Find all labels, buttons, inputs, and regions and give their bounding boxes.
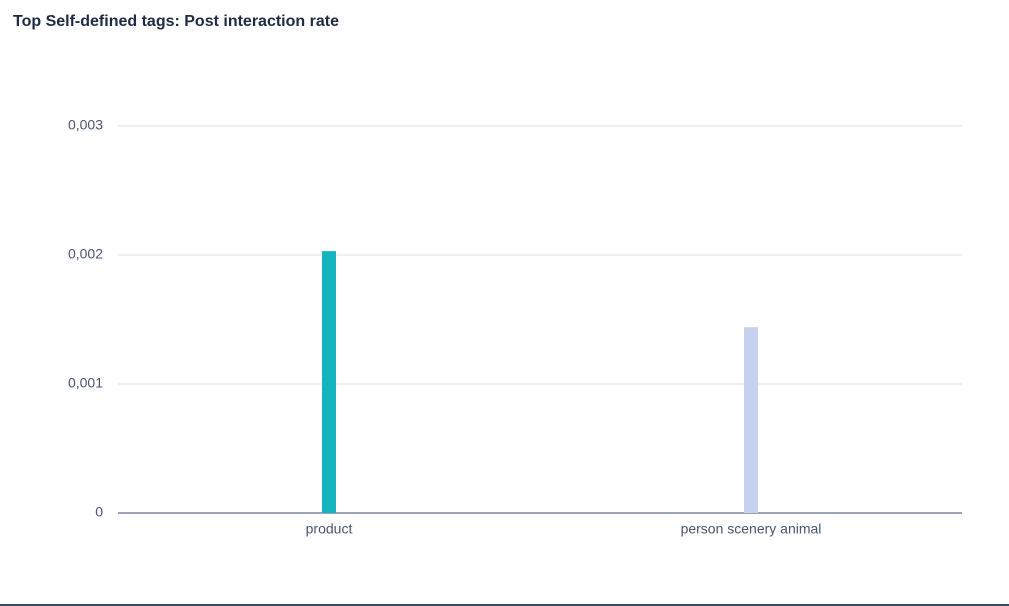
y-tick-label: 0,003 (68, 117, 103, 133)
y-tick-label: 0,001 (68, 375, 103, 391)
y-tick-label: 0,002 (68, 246, 103, 262)
x-tick-label: person scenery animal (681, 521, 822, 537)
bar (322, 251, 336, 513)
x-tick-label: product (306, 521, 353, 537)
chart-title: Top Self-defined tags: Post interaction … (13, 13, 339, 30)
bar (744, 327, 758, 513)
y-tick-label: 0 (95, 504, 103, 520)
